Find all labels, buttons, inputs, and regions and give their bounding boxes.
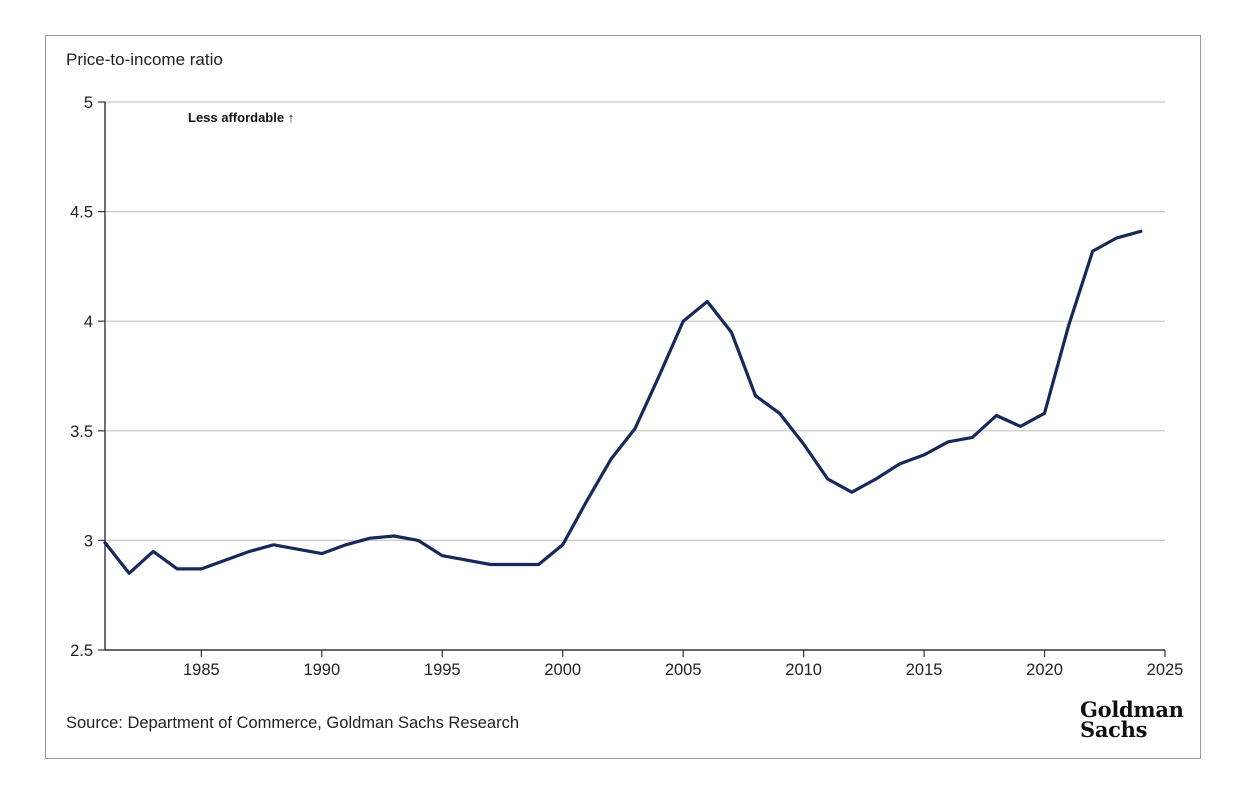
y-tick-label: 3.5 [70,423,93,441]
x-tick-label: 1985 [183,661,220,679]
y-tick-label: 3 [84,532,93,550]
price-to-income-line [103,229,1143,575]
y-tick-label: 4 [84,313,93,331]
less-affordable-annotation: Less affordable ↑ [188,110,294,125]
x-tick-label: 2010 [785,661,822,679]
logo-line-1: Goldman [1080,697,1184,722]
x-tick-label: 1990 [303,661,340,679]
y-tick-label: 4.5 [70,204,93,222]
x-tick-label: 2020 [1026,661,1063,679]
y-tick-label: 2.5 [70,642,93,660]
logo-line-2: Sachs [1080,717,1148,742]
goldman-sachs-logo: Goldman Sachs [1080,697,1184,742]
y-axis-title: Price-to-income ratio [66,50,223,69]
y-tick-label: 5 [84,94,93,112]
x-tick-label: 1995 [424,661,461,679]
x-tick-label: 2000 [544,661,581,679]
source-note: Source: Department of Commerce, Goldman … [66,714,520,732]
x-tick-label: 2005 [665,661,702,679]
x-tick-label: 2015 [906,661,943,679]
chart-frame [45,35,1201,759]
x-tick-label: 2025 [1147,661,1184,679]
